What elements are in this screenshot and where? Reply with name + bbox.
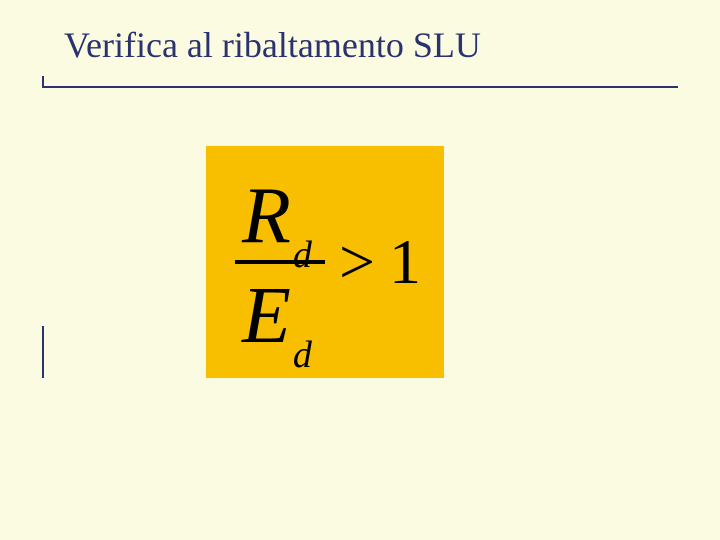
numerator-subscript: d (293, 236, 312, 274)
operator: > (339, 225, 375, 299)
formula-box: R d E d > 1 (206, 146, 444, 378)
fraction: R d E d (229, 168, 325, 356)
formula: R d E d > 1 (229, 168, 421, 356)
rhs: 1 (389, 225, 421, 299)
slide-title: Verifica al ribaltamento SLU (64, 24, 481, 66)
rule-tick-top (42, 76, 44, 86)
numerator: R d (242, 168, 312, 256)
slide: Verifica al ribaltamento SLU R d E d > 1 (0, 0, 720, 540)
denominator: E d (242, 268, 312, 356)
rule-tick-bottom (42, 326, 44, 378)
numerator-symbol: R (242, 176, 291, 256)
denominator-subscript: d (293, 336, 312, 374)
denominator-symbol: E (242, 276, 291, 356)
title-underline (42, 86, 678, 88)
